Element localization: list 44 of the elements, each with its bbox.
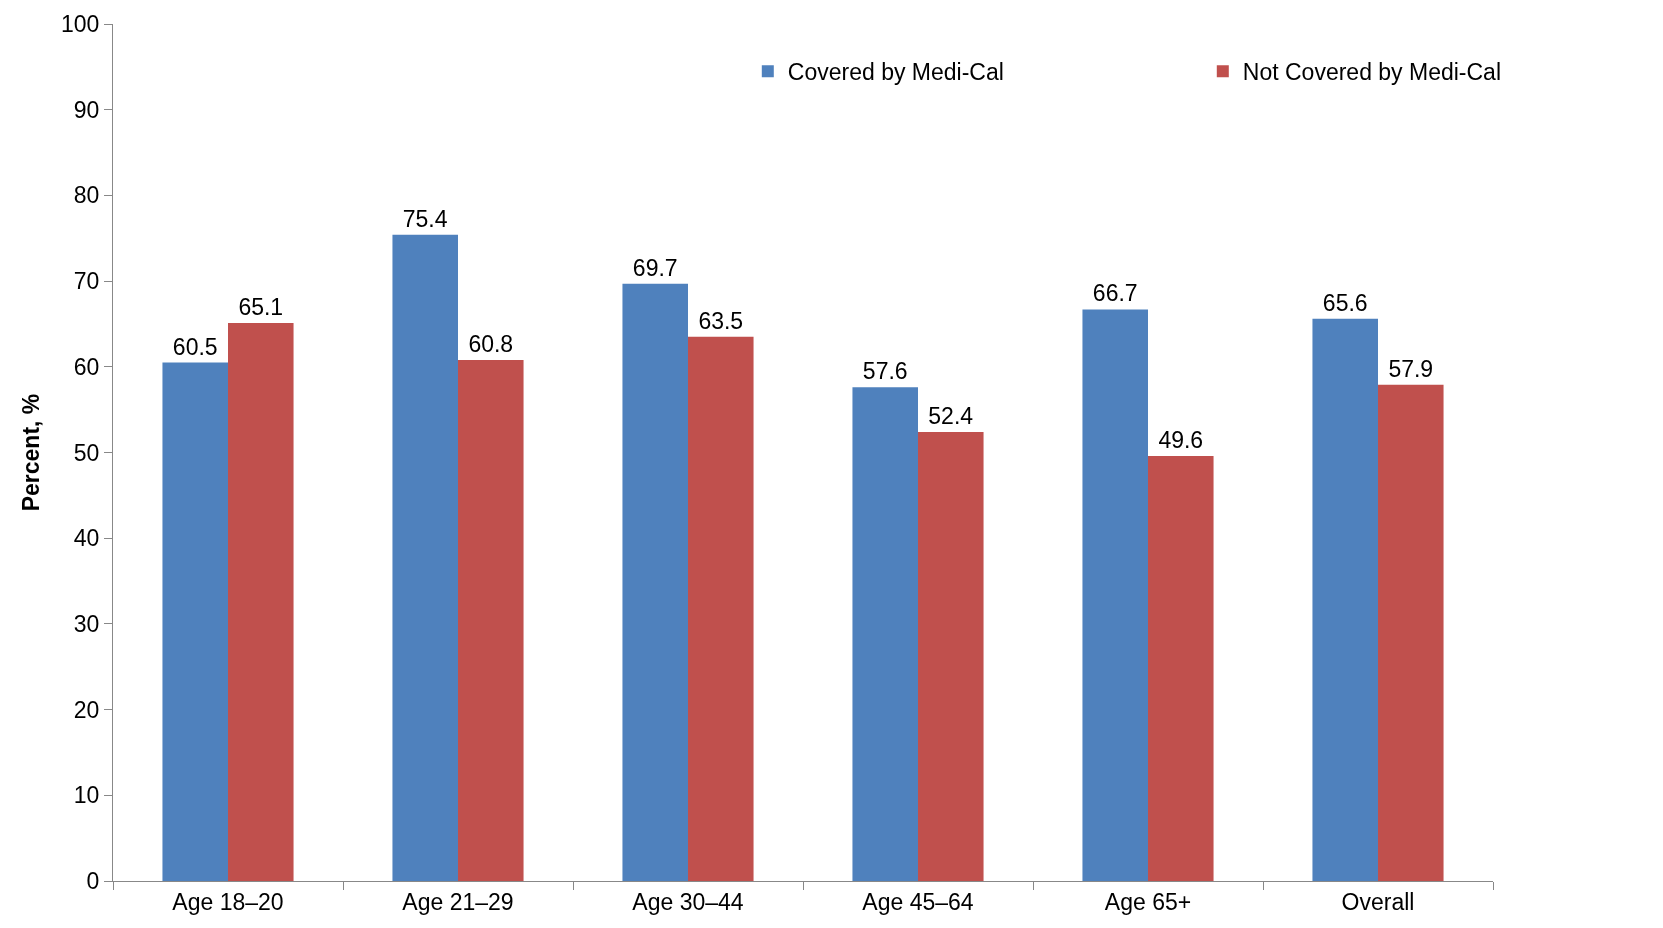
y-tick-label: 40 [73, 525, 100, 552]
y-axis-title: Percent, % [18, 393, 45, 512]
x-tick-label: Age 18–20 [172, 888, 284, 915]
data-label: 65.6 [1322, 289, 1368, 316]
data-label: 60.8 [468, 330, 514, 357]
bar [1312, 318, 1378, 881]
data-label: 52.4 [928, 402, 974, 429]
y-tick-label: 60 [73, 353, 100, 380]
x-tick-label: Age 45–64 [862, 888, 974, 915]
y-tick-label: 50 [73, 439, 100, 466]
y-tick-label: 100 [61, 11, 100, 38]
bar [852, 387, 918, 881]
y-tick-label: 80 [73, 182, 100, 209]
x-tick-label: Age 21–29 [402, 888, 514, 915]
bar [688, 336, 754, 881]
y-tick-label: 70 [73, 268, 100, 295]
bar [1148, 455, 1214, 881]
data-label: 60.5 [172, 333, 218, 360]
data-label: 66.7 [1092, 280, 1138, 307]
data-label: 57.6 [862, 358, 908, 385]
x-tick-label: Age 30–44 [632, 888, 744, 915]
data-label: 65.1 [238, 294, 284, 321]
legend-label: Not Covered by Medi-Cal [1242, 59, 1502, 86]
bar [228, 323, 294, 881]
data-label: 49.6 [1158, 426, 1204, 453]
bar [162, 362, 228, 881]
data-label: 69.7 [632, 254, 678, 281]
data-label: 75.4 [402, 205, 448, 232]
x-tick-label: Age 65+ [1104, 888, 1192, 915]
y-tick-label: 0 [86, 868, 100, 895]
bar [458, 359, 524, 881]
data-label: 63.5 [698, 307, 744, 334]
bar [392, 234, 458, 881]
bar [918, 431, 984, 881]
y-tick-label: 20 [73, 696, 100, 723]
bar [1082, 309, 1148, 881]
data-label: 57.9 [1388, 355, 1434, 382]
bar [622, 283, 688, 881]
y-tick-label: 30 [73, 610, 100, 637]
y-tick-label: 10 [73, 782, 100, 809]
legend-label: Covered by Medi-Cal [787, 59, 1004, 86]
bar [1378, 384, 1444, 881]
x-tick-label: Overall [1341, 888, 1415, 915]
y-tick-label: 90 [73, 96, 100, 123]
